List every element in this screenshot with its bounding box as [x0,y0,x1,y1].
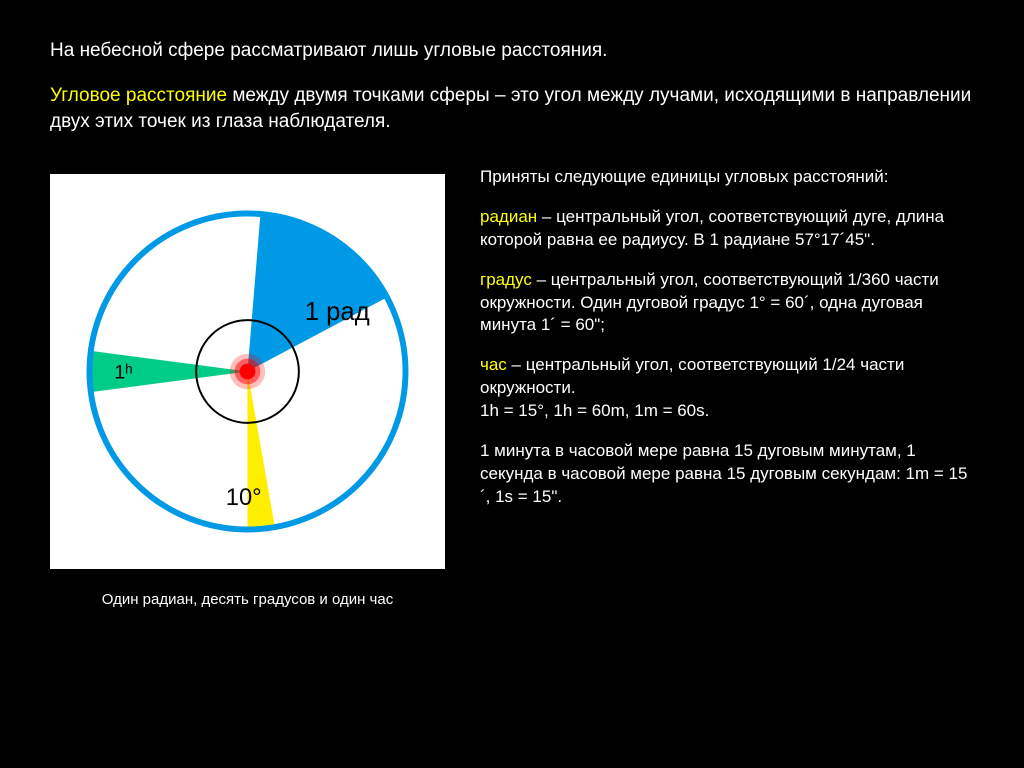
content-row: 1 рад 1ʰ 10° Один радиан, десять градусов … [50,166,974,608]
svg-text:1 рад: 1 рад [305,298,370,326]
hour-line2: 1h = 15°, 1h = 60m, 1m = 60s. [480,401,709,420]
radian-rest: – центральный угол, соответствующий дуге… [480,207,944,249]
hour-rest: – центральный угол, соответствующий 1/24… [480,355,904,397]
degree-paragraph: градус – центральный угол, соответствующ… [480,269,974,338]
radian-paragraph: радиан – центральный угол, соответствующ… [480,206,974,252]
text-column: Приняты следующие единицы угловых рассто… [480,166,974,608]
minute-note: 1 минута в часовой мере равна 15 дуговым… [480,440,974,509]
angle-units-diagram: 1 рад 1ʰ 10° [50,174,445,569]
definition-text: Угловое расстояние между двумя точками с… [50,83,974,136]
svg-text:1ʰ: 1ʰ [114,361,133,383]
radian-term: радиан [480,207,537,226]
hour-term: час [480,355,507,374]
units-intro: Приняты следующие единицы угловых рассто… [480,166,974,189]
svg-text:10°: 10° [226,485,262,511]
hour-paragraph: час – центральный угол, соответствующий … [480,354,974,423]
diagram-column: 1 рад 1ʰ 10° Один радиан, десять градусов … [50,166,445,608]
degree-term: градус [480,270,532,289]
diagram-box: 1 рад 1ʰ 10° [50,174,445,569]
diagram-caption: Один радиан, десять градусов и один час [50,591,445,608]
intro-text: На небесной сфере рассматривают лишь угл… [50,38,974,65]
definition-term: Угловое расстояние [50,85,227,106]
degree-rest: – центральный угол, соответствующий 1/36… [480,270,939,335]
